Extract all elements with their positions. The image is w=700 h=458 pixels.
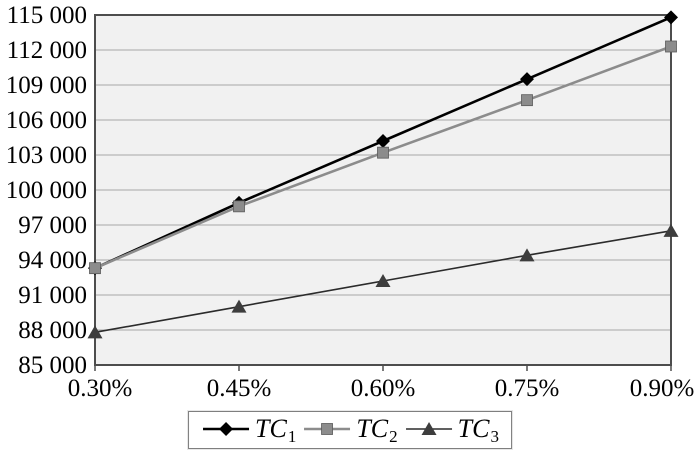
legend-label-tc1: TC 1 [255, 414, 297, 446]
data-point-marker-square [521, 94, 533, 107]
y-tick-label: 97 000 [18, 212, 87, 239]
data-point-marker-diamond [520, 72, 534, 87]
data-point-marker-triangle [375, 274, 391, 287]
x-tick-label: 0.45% [207, 375, 272, 402]
data-point-marker-triangle [663, 223, 679, 237]
data-point-marker-square [665, 40, 677, 53]
x-tick-label: 0.90% [630, 375, 695, 402]
data-point-marker-diamond [219, 422, 234, 436]
y-tick-label: 94 000 [18, 247, 87, 274]
x-tick-label: 0.75% [495, 375, 560, 402]
y-tick-label: 115 000 [7, 2, 87, 29]
plot-area: 85 000 88 000 91 000 94 000 97 000 100 000 103… [6, 2, 695, 402]
y-tick-label: 88 000 [18, 317, 87, 344]
legend-label-tc2: TC 2 [356, 414, 398, 446]
legend-item-tc3: TC 3 [404, 414, 499, 446]
legend-marker-diamond-icon [203, 422, 250, 436]
data-point-marker-diamond [664, 10, 678, 25]
data-point-marker-triangle [519, 248, 535, 262]
data-point-marker-square [321, 423, 334, 435]
y-tick-label: 91 000 [18, 282, 87, 309]
data-point-marker-triangle [87, 325, 103, 339]
y-tick-label: 103 000 [6, 142, 87, 169]
data-point-marker-triangle [421, 422, 437, 435]
legend-item-tc1: TC 1 [201, 414, 297, 446]
y-tick-label: 100 000 [6, 177, 87, 204]
legend-marker-triangle-icon [405, 422, 452, 435]
y-tick-label: 112 000 [7, 37, 87, 64]
legend-marker-square-icon [304, 423, 351, 435]
legend: TC 1 TC 2 TC 3 [188, 411, 512, 449]
data-point-marker-triangle [231, 299, 247, 313]
y-tick-label: 109 000 [6, 72, 87, 99]
data-point-marker-square [233, 200, 245, 213]
y-tick-label: 106 000 [6, 107, 87, 134]
x-tick-label: 0.30% [68, 375, 133, 402]
data-point-marker-diamond [376, 134, 390, 148]
legend-label-tc3: TC 3 [457, 414, 499, 446]
data-point-marker-square [89, 262, 101, 275]
data-point-marker-square [377, 146, 389, 159]
y-tick-label: 85 000 [18, 352, 87, 379]
legend-item-tc2: TC 2 [302, 414, 398, 446]
x-tick-label: 0.60% [351, 375, 416, 402]
